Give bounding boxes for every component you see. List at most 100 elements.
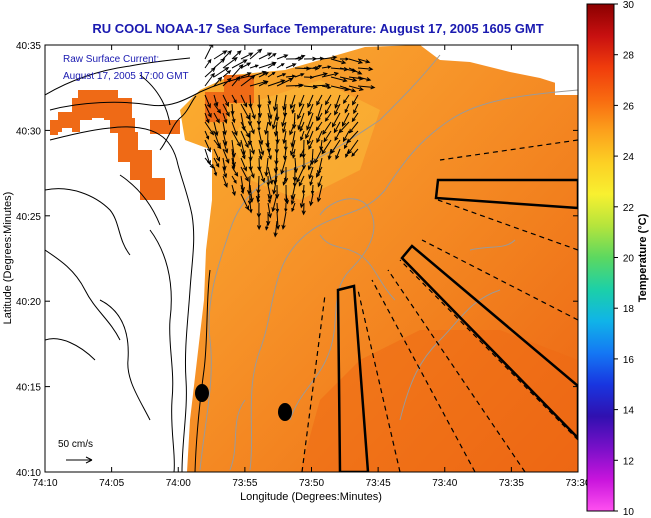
- current-vectors: [204, 45, 376, 238]
- current-vector-arrow: [204, 139, 211, 153]
- current-vector-arrow: [275, 202, 280, 213]
- current-vector-arrow: [321, 65, 332, 69]
- current-vector-arrow: [306, 130, 314, 146]
- current-vector-arrow: [315, 166, 323, 178]
- current-vector-arrow: [240, 148, 246, 160]
- y-tick-label: 40:20: [16, 297, 41, 308]
- current-vector-arrow: [290, 193, 296, 205]
- current-vector-arrow: [204, 67, 216, 78]
- y-tick-label: 40:15: [16, 383, 41, 394]
- current-vector-arrow: [258, 130, 264, 146]
- current-vector-arrow: [317, 112, 323, 122]
- current-vector-arrow: [312, 72, 329, 78]
- y-axis-label: Latitude (Degrees:Minutes): [2, 192, 14, 325]
- current-vector-arrow: [348, 121, 359, 134]
- current-vector-arrow: [334, 103, 341, 116]
- current-vector-arrow: [240, 72, 252, 78]
- current-vector-arrow: [301, 184, 306, 195]
- colorbar-tick-label: 28: [623, 51, 635, 62]
- current-vector-arrow: [213, 148, 220, 162]
- current-vector-arrow: [240, 166, 249, 182]
- current-vector-arrow: [231, 166, 239, 177]
- colorbar-ticks: 30 28 26 24 22 20 18 16 14 12 10: [614, 0, 634, 518]
- current-vector-arrow: [273, 220, 278, 238]
- current-vector-arrow: [344, 103, 350, 114]
- current-vector-arrow: [267, 94, 272, 106]
- current-vector-arrow: [267, 103, 273, 120]
- current-vector-arrow: [231, 130, 241, 148]
- current-vector-arrow: [334, 94, 341, 109]
- current-vector-arrow: [256, 211, 262, 231]
- current-vector-arrow: [249, 70, 267, 78]
- current-vector-arrow: [222, 175, 228, 188]
- colorbar-gradient: [586, 3, 615, 512]
- current-vector-arrow: [249, 48, 263, 60]
- current-vector-arrow: [327, 148, 332, 161]
- sst-cool-patch: [230, 80, 380, 200]
- current-vector-arrow: [231, 59, 248, 69]
- current-vector-arrow: [289, 139, 296, 157]
- current-vector-arrow: [351, 112, 359, 123]
- current-vector-arrow: [331, 112, 341, 128]
- current-vector-arrow: [249, 166, 255, 179]
- current-vector-arrow: [222, 94, 229, 108]
- current-vector-arrow: [213, 76, 223, 87]
- map-title: RU COOL NOAA-17 Sea Surface Temperature:…: [92, 21, 543, 36]
- current-vector-arrow: [280, 157, 287, 175]
- current-vector-arrow: [342, 130, 350, 143]
- colorbar-tick-label: 16: [623, 355, 635, 366]
- current-vector-arrow: [330, 76, 348, 83]
- current-vector-arrow: [240, 52, 254, 60]
- current-vector-arrow: [294, 54, 306, 60]
- current-vector-arrow: [213, 103, 222, 114]
- current-vector-arrow: [305, 121, 314, 140]
- current-vector-arrow: [348, 58, 364, 64]
- current-vector-arrow: [291, 103, 296, 115]
- current-vector-arrow: [231, 75, 241, 87]
- current-vector-arrow: [247, 175, 252, 196]
- current-vector-arrow: [310, 184, 315, 195]
- current-vector-arrow: [341, 112, 350, 127]
- current-vector-arrow: [300, 130, 305, 142]
- current-vector-arrow: [231, 184, 236, 197]
- current-vector-arrow: [310, 148, 315, 166]
- current-vector-arrow: [342, 94, 350, 104]
- current-vector-arrow: [222, 103, 230, 117]
- current-vector-arrow: [231, 121, 238, 137]
- y-axis: 40:35 40:30 40:25 40:20 40:15 40:10: [16, 41, 578, 479]
- current-vector-arrow: [204, 72, 215, 87]
- current-vector-arrow: [264, 121, 269, 136]
- current-vector-arrow: [281, 211, 287, 230]
- x-tick-label: 73:40: [432, 478, 457, 489]
- current-vector-arrow: [257, 122, 261, 132]
- current-vector-arrow: [276, 78, 294, 87]
- current-vector-arrow: [267, 193, 272, 204]
- current-vector-arrow: [271, 193, 278, 213]
- current-vector-arrow: [291, 148, 296, 159]
- current-vector-arrow: [240, 130, 249, 149]
- y-tick-label: 40:25: [16, 212, 41, 223]
- current-vector-arrow: [267, 148, 272, 161]
- current-vector-arrow: [306, 112, 314, 131]
- coastline: [45, 57, 251, 472]
- current-vector-arrow: [319, 139, 324, 151]
- solid-transect-boxes: [336, 178, 578, 472]
- current-vector-arrow: [267, 71, 276, 78]
- current-vector-arrow: [307, 157, 314, 171]
- y-tick-label: 40:10: [16, 468, 41, 479]
- current-vector-arrow: [298, 175, 305, 187]
- current-vector-arrow: [231, 50, 242, 60]
- current-vector-arrow: [222, 50, 232, 60]
- current-vector-arrow: [231, 157, 236, 170]
- current-vector-arrow: [309, 175, 314, 187]
- colorbar-tick-label: 30: [623, 0, 635, 11]
- x-axis: 74:10 74:05 74:00 73:55 73:50 73:45 73:40 73:35…: [32, 45, 591, 489]
- buoy-marker-east: [278, 403, 292, 421]
- dashed-transects: [301, 139, 578, 472]
- current-vector-arrow: [292, 112, 297, 130]
- current-vector-arrow: [267, 166, 274, 185]
- current-vector-arrow: [222, 69, 232, 78]
- current-vector-arrow: [325, 94, 332, 106]
- current-vector-arrow: [296, 166, 305, 184]
- colorbar-tick-label: 10: [623, 507, 635, 518]
